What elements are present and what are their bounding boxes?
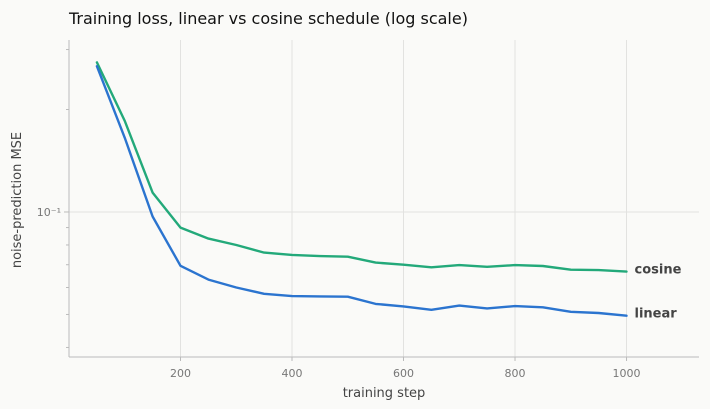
series-label-cosine: cosine [635,263,682,278]
x-tick-label: 600 [393,367,414,380]
series-label-linear: linear [635,307,678,322]
x-tick-label: 1000 [613,367,641,380]
x-tick-label: 800 [505,367,526,380]
y-axis-label: noise-prediction MSE [10,132,25,268]
series-lines [95,61,628,317]
series-line-linear [95,64,628,317]
axes [64,40,699,361]
grid [69,40,699,357]
chart-title: Training loss, linear vs cosine schedule… [68,9,468,28]
y-tick-label: 10⁻¹ [37,206,61,219]
x-tick-label: 200 [170,367,191,380]
series-line-cosine [95,61,628,273]
x-axis-label: training step [343,386,426,401]
tick-labels: 200 400 600 800 1000 10⁻¹ cosine linear [37,206,682,380]
x-tick-label: 400 [282,367,303,380]
